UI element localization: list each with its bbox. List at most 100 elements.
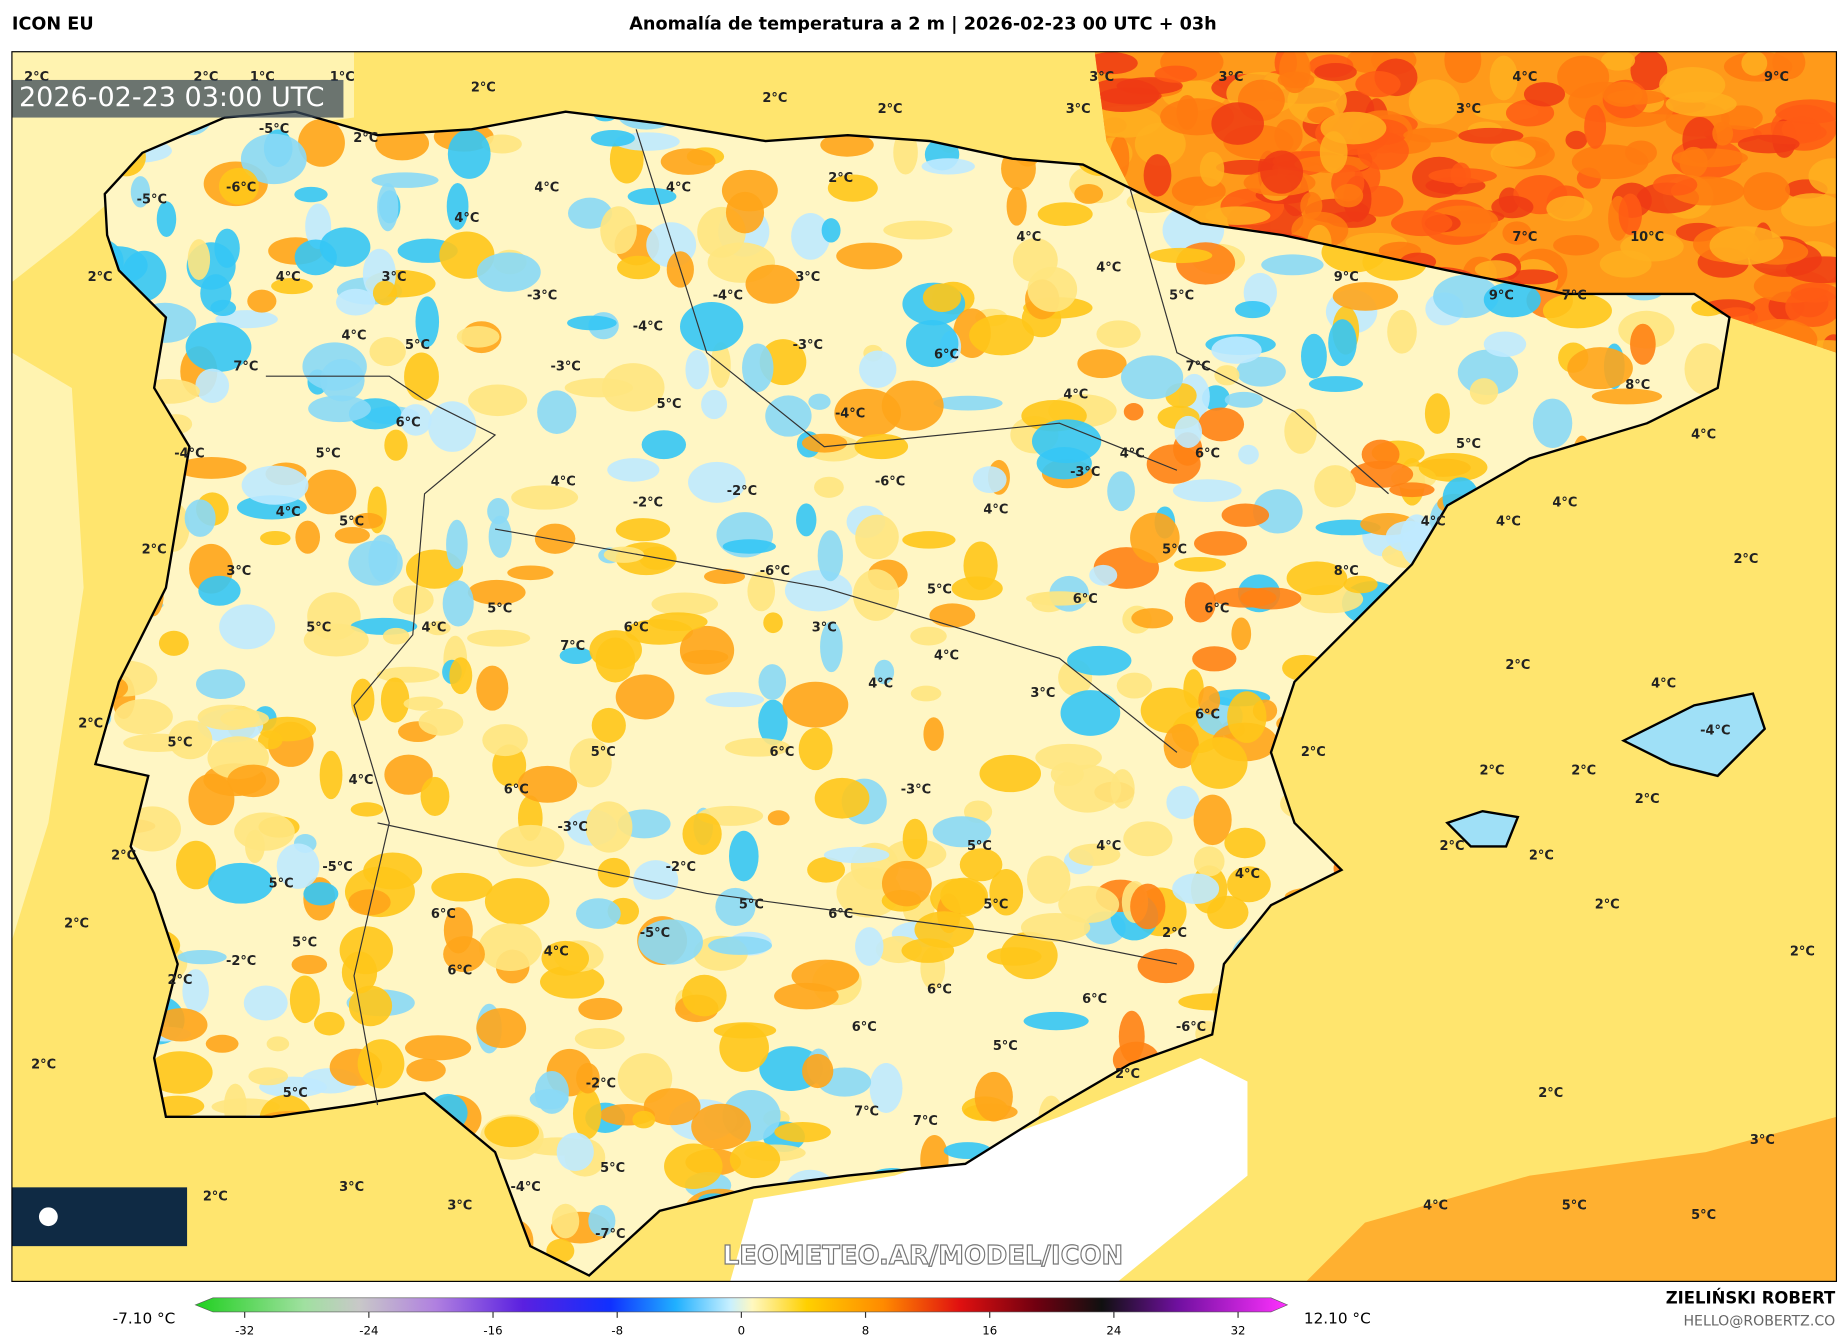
temperature-label: 2°C [64,917,89,932]
anomaly-patch [420,776,450,816]
temperature-label: 2°C [1301,745,1326,760]
anomaly-patch [511,485,579,510]
anomaly-patch [380,677,410,723]
anomaly-patch [710,342,731,388]
balearic-islands [1445,692,1767,848]
anomaly-patch [923,717,944,751]
temperature-label: -4°C [835,406,865,421]
anomaly-patch [1308,376,1363,392]
temperature-label: 4°C [1421,514,1446,529]
anomaly-patch [1709,226,1784,265]
anomaly-patch [742,343,774,393]
temperature-label: 2°C [1595,898,1620,913]
anomaly-patch [722,539,776,554]
temperature-label: 4°C [666,181,691,196]
anomaly-patch [1096,320,1141,348]
anomaly-patch [902,818,928,860]
anomaly-patch [384,429,408,461]
anomaly-patch [446,519,468,570]
temperature-label: 5°C [292,935,317,950]
temperature-label: 4°C [1120,446,1145,461]
anomaly-patch [910,685,942,702]
anomaly-patch [376,666,440,683]
anomaly-patch [534,523,576,554]
anomaly-patch [320,358,365,402]
anomaly-patch [893,130,918,175]
anomaly-patch [1053,764,1122,813]
temperature-label: 7°C [1562,289,1587,304]
temperature-label: 9°C [1334,270,1359,285]
temperature-label: -4°C [510,1180,540,1195]
anomaly-patch [1261,254,1324,276]
anomaly-patch [1775,99,1837,124]
temperature-label: 2°C [1733,552,1758,567]
anomaly-patch [1625,140,1657,165]
anomaly-patch [1193,794,1232,846]
anomaly-patch [1721,105,1763,130]
temperature-label: -4°C [1700,724,1730,739]
temperature-label: 6°C [624,620,649,635]
anomaly-patch [1035,743,1102,772]
temperature-label: 7°C [854,1105,879,1120]
anomaly-patch [369,336,406,367]
anomaly-patch [1618,193,1643,236]
anomaly-patch [1120,355,1184,400]
anomaly-patch [198,575,241,606]
anomaly-patch [855,514,899,560]
anomaly-patch [765,395,812,437]
anomaly-patch [1130,512,1180,564]
anomaly-patch [154,1008,208,1042]
temperature-label: 5°C [269,877,294,892]
temperature-label: 5°C [316,446,341,461]
anomaly-patch [176,840,216,890]
anomaly-patch [940,877,988,914]
anomaly-patch [578,997,623,1021]
temperature-label: 4°C [1016,230,1041,245]
temperature-label: 2°C [203,1189,228,1204]
temperature-label: 5°C [983,898,1008,913]
anomaly-patch [814,777,870,819]
temperature-label: 6°C [1204,601,1229,616]
borders [265,129,1389,1106]
anomaly-patch [601,363,665,412]
temperature-label: 2°C [1115,1067,1140,1082]
anomaly-patch [443,936,485,973]
anomaly-patch [1601,51,1636,71]
anomaly-patch [294,239,337,276]
anomaly-patch [914,911,975,949]
temperature-label: 3°C [1219,70,1244,85]
anomaly-patch [218,167,259,205]
colorbar-tick-label: -24 [359,1323,378,1337]
anomaly-patch [348,889,391,916]
temperature-label: 2°C [828,171,853,186]
anomaly-patch [1300,191,1323,220]
map-title: Anomalía de temperatura a 2 m | 2026-02-… [629,15,1216,35]
temperature-label: -4°C [633,319,663,334]
anomaly-patch [747,571,776,612]
anomaly-patch [1557,55,1610,99]
anomaly-patch [1174,415,1203,448]
anomaly-patch [1679,146,1708,178]
anomaly-patch [874,659,895,685]
anomaly-patch [248,1067,289,1086]
anomaly-patch [758,699,788,746]
anomaly-patch [932,816,992,848]
anomaly-patch [1301,333,1327,379]
anomaly-patch [728,830,759,882]
anomaly-patch [1334,183,1364,208]
anomaly-patch [814,476,844,498]
anomaly-patch [574,1028,625,1050]
anomaly-patch [1474,260,1517,279]
anomaly-patch [1808,158,1837,194]
anomaly-patch [1314,63,1357,82]
temperature-label: -6°C [760,564,790,579]
anomaly-patch [303,623,369,657]
anomaly-patch [314,1011,345,1036]
anomaly-patch [214,228,240,268]
anomaly-patch [371,172,439,188]
temperature-label: 3°C [447,1199,472,1214]
anomaly-patch [1491,195,1534,219]
anomaly-patch [184,499,216,537]
anomaly-patch [405,1035,472,1061]
temperature-label: 9°C [1764,70,1789,85]
